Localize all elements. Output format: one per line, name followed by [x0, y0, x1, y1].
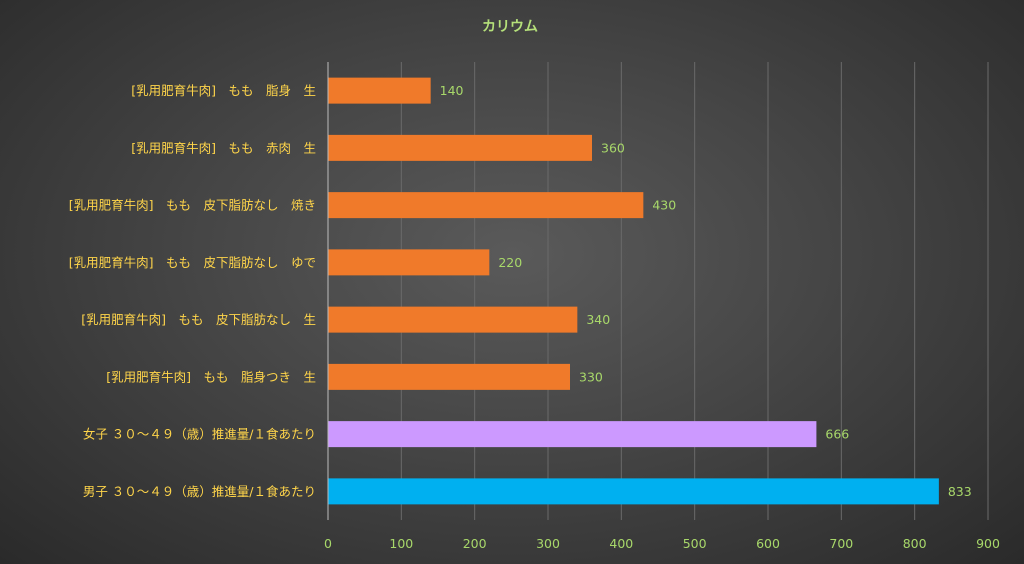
category-label: [乳用肥育牛肉] もも 赤肉 生 [131, 140, 316, 155]
x-tick-label: 0 [324, 536, 332, 551]
bar [328, 134, 592, 161]
x-tick-label: 100 [389, 536, 413, 551]
x-tick-label: 400 [609, 536, 633, 551]
value-label: 340 [586, 312, 610, 327]
category-label: 男子 ３０～４９（歳）推進量/１食あたり [83, 484, 316, 499]
x-tick-label: 700 [829, 536, 853, 551]
bar [328, 363, 570, 390]
value-label: 220 [498, 255, 522, 270]
value-label: 140 [440, 83, 464, 98]
value-label: 833 [948, 484, 972, 499]
bars [328, 77, 939, 505]
bar [328, 478, 939, 505]
category-labels: [乳用肥育牛肉] もも 脂身 生 [乳用肥育牛肉] もも 赤肉 生 [乳用肥育牛肉]… [69, 83, 316, 499]
chart-title: カリウム [482, 19, 538, 35]
gridlines [400, 62, 989, 520]
x-tick-label: 300 [536, 536, 560, 551]
category-label: [乳用肥育牛肉] もも 脂身 生 [131, 83, 316, 98]
category-label: [乳用肥育牛肉] もも 皮下脂肪なし ゆで [69, 255, 316, 270]
category-label: [乳用肥育牛肉] もも 皮下脂肪なし 生 [81, 312, 316, 327]
category-label: [乳用肥育牛肉] もも 脂身つき 生 [106, 369, 316, 384]
value-label: 330 [579, 369, 603, 384]
x-tick-label: 800 [903, 536, 927, 551]
category-label: [乳用肥育牛肉] もも 皮下脂肪なし 焼き [69, 198, 316, 213]
bar [328, 306, 578, 333]
value-label: 666 [825, 427, 849, 442]
value-label: 430 [652, 198, 676, 213]
x-tick-label: 500 [683, 536, 707, 551]
x-tick-labels: 0 100 200 300 400 500 600 700 800 900 [324, 536, 1000, 551]
x-tick-label: 600 [756, 536, 780, 551]
category-label: 女子 ３０～４９（歳）推進量/１食あたり [83, 427, 316, 442]
x-tick-label: 200 [463, 536, 487, 551]
x-tick-label: 900 [976, 536, 1000, 551]
bar [328, 77, 431, 104]
bar [328, 421, 817, 448]
bar [328, 192, 644, 219]
value-labels: 140 360 430 220 340 330 666 833 [440, 83, 972, 499]
value-label: 360 [601, 140, 625, 155]
bar [328, 249, 490, 276]
